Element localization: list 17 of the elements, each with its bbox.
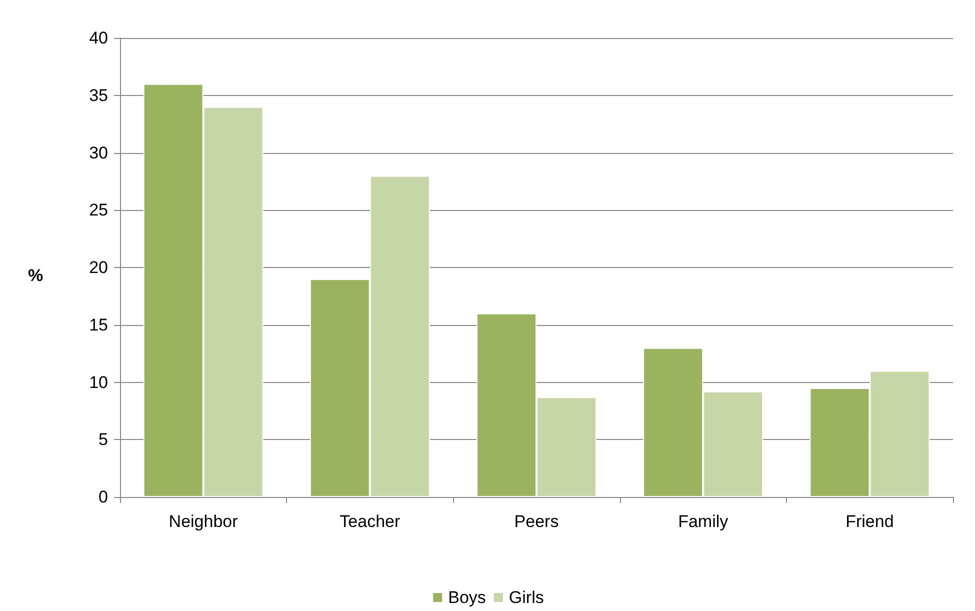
y-tick-label: 30 <box>89 143 108 162</box>
y-tick-label: 40 <box>89 28 108 48</box>
y-tick-label: 20 <box>89 258 108 277</box>
y-tick-label: 5 <box>98 430 108 450</box>
y-tick-label: 25 <box>89 200 108 220</box>
legend-label: Boys <box>448 588 486 607</box>
y-tick-label: 15 <box>89 315 108 334</box>
y-tick-label: 0 <box>98 488 108 506</box>
x-tick-label: Family <box>678 512 729 531</box>
y-tick-label: 10 <box>89 372 108 392</box>
x-tick-label: Teacher <box>340 512 400 531</box>
x-tick-label: Friend <box>846 512 894 531</box>
y-tick-label: 35 <box>89 86 108 105</box>
legend-label: Girls <box>508 588 544 607</box>
x-tick-label: Peers <box>514 512 559 531</box>
x-tick-label: Neighbor <box>168 512 238 531</box>
y-axis-title: % <box>28 266 44 285</box>
